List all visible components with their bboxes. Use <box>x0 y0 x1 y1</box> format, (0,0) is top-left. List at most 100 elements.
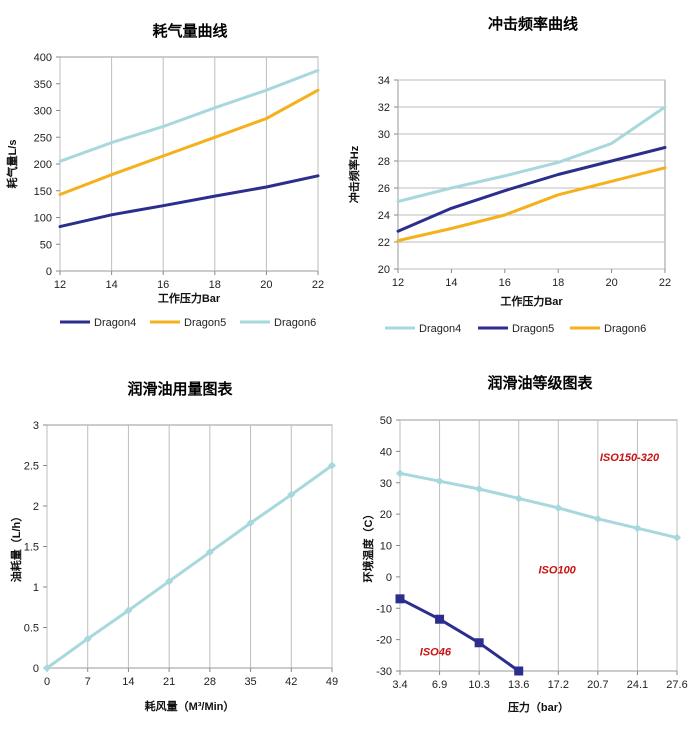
y-tick-label: 250 <box>34 132 52 144</box>
legend-label: Dragon4 <box>419 323 461 335</box>
y-tick-label: -30 <box>376 666 392 678</box>
y-axis-label: 油耗量（L/h） <box>9 511 23 583</box>
legend-label: Dragon5 <box>512 323 554 335</box>
series-line-1 <box>398 471 679 540</box>
data-point <box>514 666 524 676</box>
x-tick-label: 49 <box>326 676 338 688</box>
x-tick-label: 13.6 <box>508 679 529 691</box>
y-tick-label: 0 <box>386 572 392 584</box>
data-point <box>396 469 404 478</box>
y-tick-label: 40 <box>380 446 392 458</box>
y-tick-label: 100 <box>34 213 52 225</box>
y-tick-label: 20 <box>380 509 392 521</box>
y-tick-label: 2.5 <box>24 461 39 473</box>
chart-title: 耗气量曲线 <box>152 22 227 40</box>
y-tick-label: 30 <box>378 129 390 141</box>
legend-label: Dragon4 <box>94 317 136 329</box>
y-tick-label: 3 <box>33 420 39 432</box>
data-point <box>475 485 484 494</box>
data-point <box>633 524 642 533</box>
y-axis-label: 耗气量L/s <box>5 140 19 189</box>
y-tick-label: 32 <box>378 102 390 114</box>
y-tick-label: 400 <box>34 52 52 64</box>
y-tick-label: -10 <box>376 603 392 615</box>
data-point <box>328 461 336 470</box>
x-tick-label: 20.7 <box>587 679 608 691</box>
x-tick-label: 16 <box>157 279 169 291</box>
x-tick-label: 22 <box>312 279 324 291</box>
x-tick-label: 14 <box>122 676 134 688</box>
y-tick-label: 22 <box>378 237 390 249</box>
annotation-label: ISO46 <box>420 646 452 658</box>
data-point <box>514 494 523 503</box>
data-point <box>287 490 296 499</box>
y-tick-label: 28 <box>378 156 390 168</box>
x-tick-label: 17.2 <box>548 679 569 691</box>
y-tick-label: 30 <box>380 478 392 490</box>
annotation-label: ISO150-320 <box>600 452 660 464</box>
data-point <box>395 594 405 604</box>
series-line-dragon5 <box>396 146 667 233</box>
data-point <box>435 477 444 486</box>
y-tick-label: 1 <box>33 582 39 594</box>
data-point <box>124 606 133 615</box>
y-tick-label: 1.5 <box>24 542 39 554</box>
series-line-1 <box>45 464 334 670</box>
data-point <box>474 638 484 648</box>
x-axis-label: 工作压力Bar <box>500 294 563 308</box>
data-point <box>246 519 255 528</box>
x-tick-label: 35 <box>244 676 256 688</box>
x-tick-label: 16 <box>499 277 511 289</box>
y-axis-label: 冲击频率Hz <box>347 145 361 203</box>
data-point <box>673 533 681 542</box>
y-tick-label: 2 <box>33 501 39 513</box>
legend-label: Dragon6 <box>274 317 316 329</box>
plot-area <box>46 424 333 669</box>
x-tick-label: 24.1 <box>627 679 648 691</box>
x-tick-label: 18 <box>209 279 221 291</box>
chart-3: 润滑油用量图表 0 0.5 1 1.5 2 2.5 3 0 7 14 21 28 35 42 49 耗风量（M³… <box>9 380 338 713</box>
y-tick-label: -20 <box>376 635 392 647</box>
x-tick-label: 14 <box>105 279 117 291</box>
chart-title: 润滑油等级图表 <box>487 374 593 392</box>
x-tick-label: 12 <box>54 279 66 291</box>
series-line-dragon4 <box>396 105 667 203</box>
x-tick-label: 3.4 <box>392 679 407 691</box>
x-tick-label: 20 <box>605 277 617 289</box>
x-tick-label: 18 <box>552 277 564 289</box>
x-tick-label: 7 <box>85 676 91 688</box>
y-tick-label: 20 <box>378 264 390 276</box>
chart-title: 润滑油用量图表 <box>127 380 233 398</box>
x-tick-label: 10.3 <box>468 679 489 691</box>
series-line-dragon6 <box>396 166 667 243</box>
legend-item: Dragon4 <box>385 323 461 335</box>
x-tick-label: 27.6 <box>666 679 687 691</box>
chart-1: 耗气量曲线 0 50 100 150 200 250 300 350 400 12 14 16 18 20 2… <box>5 22 324 329</box>
data-point <box>593 514 602 523</box>
plot-area <box>397 79 666 270</box>
y-tick-label: 0 <box>46 266 52 278</box>
plot-area <box>59 56 319 272</box>
y-tick-label: 0.5 <box>24 623 39 635</box>
chart-2: 冲击频率曲线 20 22 24 26 28 30 32 34 12 14 16 18 20 22 工作压力Ba… <box>347 15 671 335</box>
legend-item: Dragon6 <box>570 323 646 335</box>
legend-item: Dragon5 <box>150 317 226 329</box>
y-tick-label: 50 <box>40 239 52 251</box>
legend-label: Dragon6 <box>604 323 646 335</box>
x-tick-label: 14 <box>445 277 457 289</box>
x-axis-label: 耗风量（M³/Min） <box>145 699 235 713</box>
x-tick-label: 42 <box>285 676 297 688</box>
data-point <box>435 614 445 624</box>
x-tick-label: 6.9 <box>432 679 447 691</box>
legend-item: Dragon4 <box>60 317 136 329</box>
y-tick-label: 150 <box>34 186 52 198</box>
y-tick-label: 0 <box>33 663 39 675</box>
data-point <box>83 634 92 643</box>
annotation-label: ISO100 <box>539 565 577 577</box>
legend-item: Dragon6 <box>240 317 316 329</box>
y-tick-label: 10 <box>380 541 392 553</box>
legend-item: Dragon5 <box>478 323 554 335</box>
y-tick-label: 50 <box>380 415 392 427</box>
series-line-dragon5 <box>58 88 320 196</box>
